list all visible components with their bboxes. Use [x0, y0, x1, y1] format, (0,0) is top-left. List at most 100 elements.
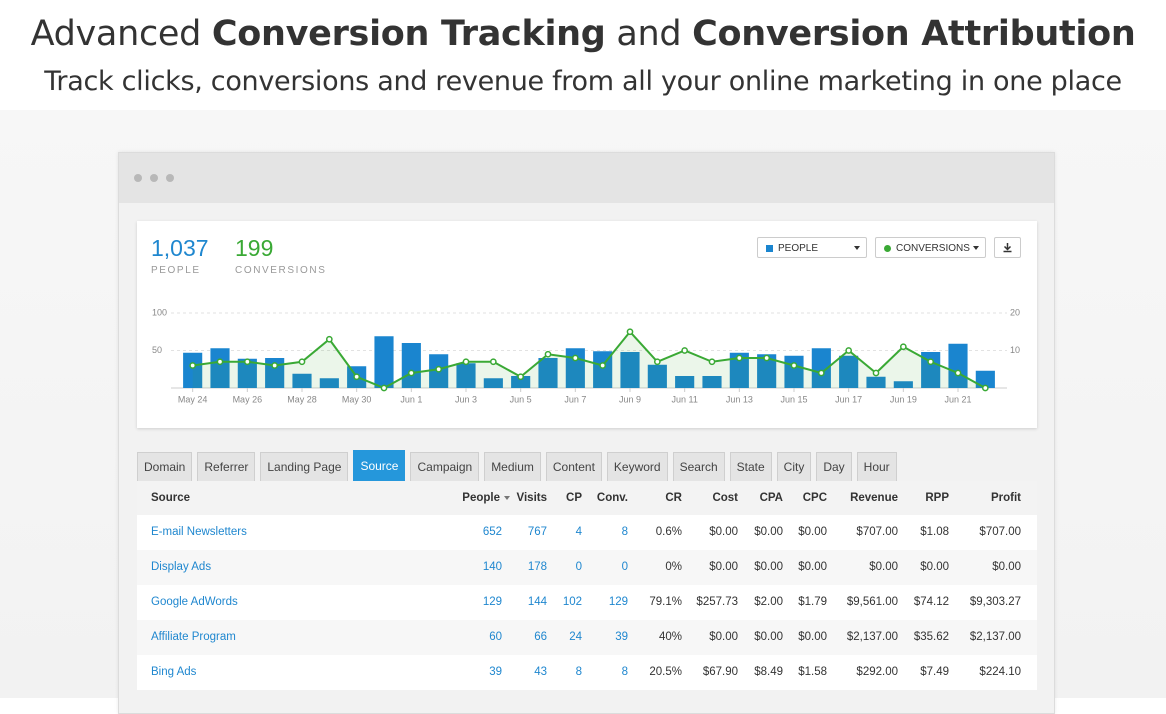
column-header: Cost [712, 481, 738, 515]
table-cell[interactable]: 39 [615, 631, 628, 643]
column-header-text: Source [151, 492, 190, 504]
x-tick-label: May 30 [342, 394, 372, 404]
table-cell[interactable]: Affiliate Program [151, 631, 236, 643]
table-cell[interactable]: 144 [527, 596, 547, 608]
table-cell[interactable]: 178 [527, 561, 547, 573]
table-cell[interactable]: 0 [621, 561, 628, 573]
chart: 50 100 10 20 May 24 May 26 May 28 May 30 Jun 1 Ju… [152, 307, 1020, 404]
line-point [599, 362, 607, 369]
table-cell[interactable]: 43 [534, 666, 547, 678]
page: Advanced Conversion Tracking and Convers… [0, 14, 1166, 714]
table-cell[interactable]: 102 [562, 596, 582, 608]
bar [866, 376, 886, 388]
tab[interactable]: Source [353, 450, 406, 481]
table-cell: $0.00 [709, 631, 738, 643]
tab[interactable]: State [729, 452, 772, 481]
line-point [981, 384, 989, 392]
table-cell[interactable]: 140 [482, 561, 502, 573]
column-header-text: CP [566, 492, 582, 504]
bar [811, 348, 831, 388]
line-point [653, 358, 661, 366]
tab[interactable]: Day [816, 452, 852, 481]
tab[interactable]: Content [545, 452, 602, 481]
bar [921, 352, 941, 388]
line-point [763, 354, 771, 362]
table-cell[interactable]: 767 [527, 526, 547, 538]
bar [893, 381, 913, 388]
subtitle: Track clicks, conversions and revenue fr… [44, 66, 1122, 97]
bar [647, 364, 667, 388]
table-cell: $67.90 [702, 666, 738, 678]
x-tick-label: Jun 11 [671, 394, 697, 404]
table-cell[interactable]: Bing Ads [151, 666, 197, 678]
series-dropdown[interactable]: CONVERSIONS [875, 237, 986, 258]
table-cell: $1.58 [798, 666, 827, 678]
table-cell: $707.00 [979, 526, 1021, 538]
table-cell[interactable]: Display Ads [151, 561, 212, 573]
table-cell[interactable]: 8 [621, 526, 628, 538]
bar [538, 358, 558, 388]
table-cell: $257.73 [696, 596, 738, 608]
line-point [872, 369, 880, 377]
tab[interactable]: Referrer [197, 452, 256, 481]
column-header: CR [665, 481, 682, 515]
window-dot [134, 174, 142, 182]
table-cell: $0.00 [992, 561, 1021, 573]
line-point [544, 350, 552, 358]
download-button[interactable] [994, 237, 1021, 258]
caret [854, 246, 860, 250]
x-tick-label: Jun 9 [619, 394, 641, 404]
y2-tick-label: 10 [1010, 345, 1020, 355]
table-cell[interactable]: 39 [489, 666, 502, 678]
table-cell: $0.00 [920, 561, 949, 573]
table-cell[interactable]: E-mail Newsletters [151, 526, 247, 538]
bar [675, 376, 695, 388]
bar [948, 343, 968, 388]
table-row: E-mail Newsletters 652 767 4 8 0.6% $0.00 $0.00… [137, 515, 1037, 550]
column-header-text: Profit [990, 492, 1021, 504]
data-table: Source People Visits CP Conv. CR Cost CPA CPC Rev… [137, 481, 1037, 690]
table-cell: $35.62 [913, 631, 949, 643]
tab[interactable]: Landing Page [260, 452, 349, 481]
sort-caret [504, 495, 510, 500]
tab[interactable]: Search [672, 452, 725, 481]
table-cell[interactable]: 24 [569, 631, 582, 643]
tab[interactable]: Campaign [410, 452, 480, 481]
table-row: Affiliate Program 60 66 24 39 40% $0.00 $0.00 $0… [137, 620, 1037, 655]
table-cell[interactable]: 66 [534, 631, 547, 643]
line-point [462, 358, 470, 366]
legend-swatch [766, 245, 773, 252]
tab[interactable]: Medium [484, 452, 541, 481]
tab[interactable]: Hour [856, 452, 897, 481]
column-header: Profit [991, 481, 1021, 515]
stat-label: PEOPLE [151, 265, 201, 276]
table-cell[interactable]: 8 [621, 666, 628, 678]
tab[interactable]: Domain [137, 452, 193, 481]
table-cell: 79.1% [649, 596, 682, 608]
table-cell[interactable]: 0 [575, 561, 582, 573]
table-cell[interactable]: Google AdWords [151, 596, 238, 608]
table-cell[interactable]: 4 [575, 526, 582, 538]
line-point [790, 362, 798, 369]
table-cell[interactable]: 8 [575, 666, 582, 678]
table-cell: $8.49 [754, 666, 783, 678]
column-header: People [462, 481, 510, 515]
column-header: Revenue [850, 481, 898, 515]
window-dot [166, 174, 174, 182]
line-point [735, 354, 743, 362]
line-point [216, 358, 224, 366]
line-area [192, 331, 986, 388]
line-point [353, 373, 361, 381]
tab[interactable]: City [776, 452, 812, 481]
table-cell: 0.6% [655, 526, 682, 538]
table-cell[interactable]: 60 [489, 631, 502, 643]
tab[interactable]: Keyword [606, 452, 668, 481]
bar [237, 358, 257, 388]
table-cell[interactable]: 129 [608, 596, 628, 608]
table-cell[interactable]: 129 [482, 596, 502, 608]
line-point [817, 369, 825, 377]
table-cell[interactable]: 652 [482, 526, 502, 538]
table-cell: $292.00 [856, 666, 898, 678]
table-cell: $1.08 [920, 526, 949, 538]
series-dropdown[interactable]: PEOPLE [757, 237, 867, 258]
